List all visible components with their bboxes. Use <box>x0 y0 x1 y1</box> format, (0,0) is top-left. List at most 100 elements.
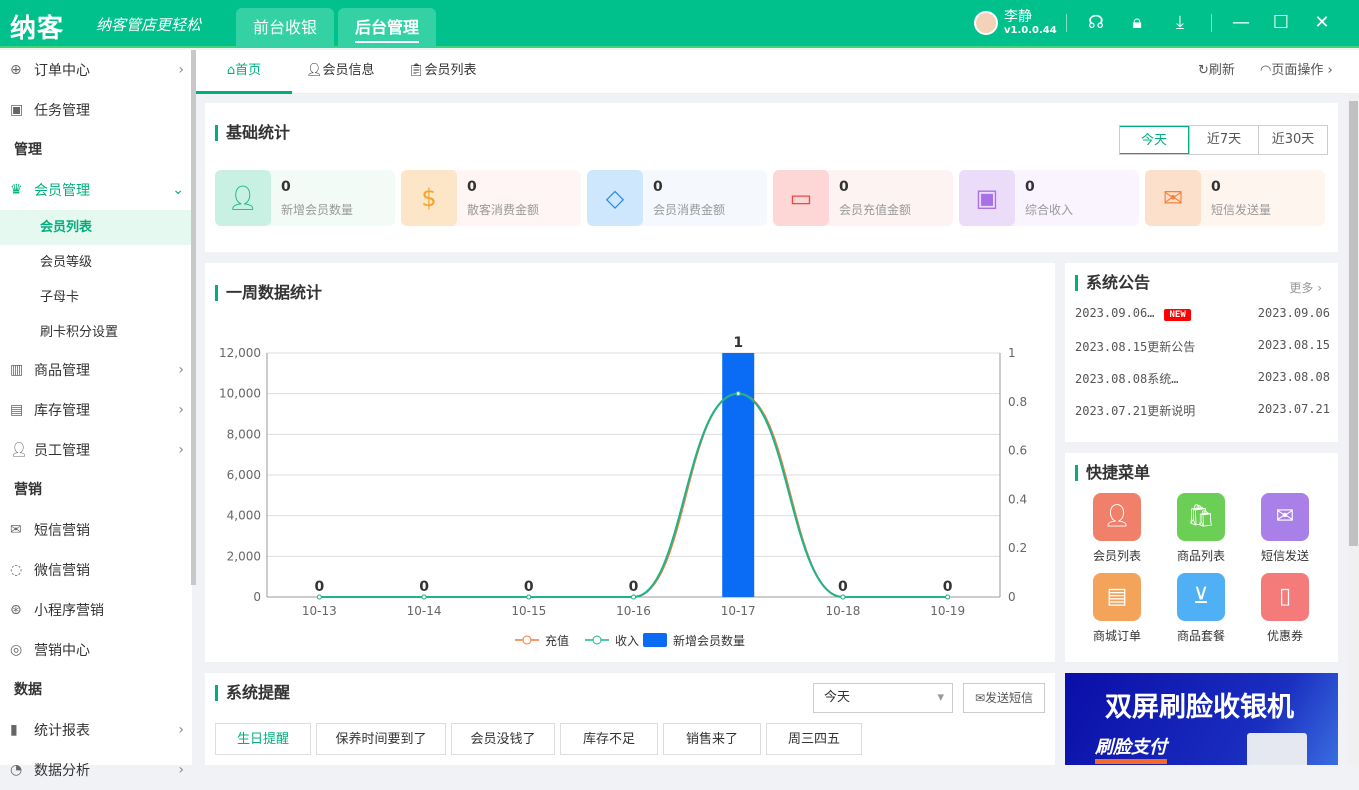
sidebar-item[interactable]: 👤︎ 员工管理 › <box>0 430 192 470</box>
reminder-tab[interactable]: 会员没钱了 <box>451 723 555 755</box>
bar-label: 0 <box>629 579 639 595</box>
range-7days[interactable]: 近7天 <box>1189 126 1258 154</box>
sidebar-item[interactable]: ◔ 数据分析 › <box>0 750 192 790</box>
y-tick-right: 0.4 <box>1008 492 1027 506</box>
sidebar-item[interactable]: ◎ 营销中心 <box>0 630 192 670</box>
notice-item[interactable]: 2023.07.21更新说明 2023.07.21 <box>1075 402 1330 419</box>
data-point[interactable] <box>945 594 951 600</box>
range-30days[interactable]: 近30天 <box>1258 126 1327 154</box>
ad-banner[interactable]: 双屏刷脸收银机 刷脸支付 <box>1065 673 1338 765</box>
notice-item[interactable]: 2023.08.08系统… 2023.08.08 <box>1075 370 1330 387</box>
bar-label: 0 <box>943 579 953 595</box>
weekly-chart: 0 2,000 4,000 6,000 8,000 10,000 12,000 0 0.2 0.4… <box>219 335 1027 648</box>
y-tick-left: 10,000 <box>219 387 261 401</box>
y-tick-left: 0 <box>253 590 261 604</box>
quick-menu-item[interactable]: ✉ 短信发送 <box>1255 493 1315 564</box>
bar-label: 0 <box>314 579 324 595</box>
sidebar-subitem[interactable]: 会员等级 <box>40 255 93 270</box>
sidebar-item-label: 订单中心 <box>34 63 90 79</box>
data-point[interactable] <box>421 594 427 600</box>
sidebar-item-label: 任务管理 <box>34 103 90 119</box>
globe-icon: ⊕ <box>10 62 22 78</box>
maximize-icon[interactable]: ☐ <box>1272 12 1290 33</box>
bar[interactable] <box>722 353 755 597</box>
lock-icon[interactable]: 🔒︎ <box>1132 12 1142 33</box>
quick-menu-item[interactable]: 👤︎ 会员列表 <box>1087 493 1147 564</box>
refresh-button[interactable]: ↻刷新 <box>1198 50 1235 94</box>
target-icon: ◎ <box>10 642 23 658</box>
quick-menu-item[interactable]: 🛍︎ 商品列表 <box>1171 493 1231 564</box>
user-name: 李静 <box>1004 9 1032 25</box>
send-sms-button[interactable]: ✉发送短信 <box>963 683 1045 713</box>
data-point[interactable] <box>316 594 322 600</box>
reminder-tab[interactable]: 周三四五 <box>766 723 862 755</box>
sidebar-item-label: 微信营销 <box>34 563 90 579</box>
sidebar-item[interactable]: ⊛ 小程序营销 <box>0 590 192 630</box>
bag-icon: 🛍︎ <box>1177 493 1225 541</box>
quick-menu-label: 商城订单 <box>1092 629 1141 643</box>
notice-item[interactable]: 2023.08.15更新公告 2023.08.15 <box>1075 338 1330 355</box>
quick-menu-item[interactable]: ⊻ 商品套餐 <box>1171 573 1231 644</box>
x-tick: 10-17 <box>721 604 756 618</box>
y-tick-left: 4,000 <box>227 509 261 523</box>
reminder-tab[interactable]: 库存不足 <box>560 723 658 755</box>
sidebar-item-label: 小程序营销 <box>34 603 104 619</box>
page-scrollbar[interactable] <box>1348 95 1359 765</box>
stat-value: 0 <box>653 179 663 195</box>
legend-label[interactable]: 新增会员数量 <box>673 633 745 648</box>
range-today[interactable]: 今天 <box>1120 126 1189 154</box>
sidebar-subitem[interactable]: 会员列表 <box>0 210 192 245</box>
quick-menu-item[interactable]: ▤ 商城订单 <box>1087 573 1147 644</box>
tab-backend[interactable]: 后台管理 <box>338 8 436 48</box>
sidebar-item[interactable]: ▮ 统计报表 › <box>0 710 192 750</box>
tab-home[interactable]: ⌂首页 <box>196 50 292 94</box>
divider <box>1066 14 1067 32</box>
sidebar-item[interactable]: ♛ 会员管理 ⌄ <box>0 170 192 210</box>
tab-member-list[interactable]: 📋︎会员列表 <box>408 50 477 94</box>
chevron-icon: › <box>178 402 184 418</box>
user-info[interactable]: 李静 v1.0.0.44 <box>974 10 1057 36</box>
sidebar-item[interactable]: ▤ 库存管理 › <box>0 390 192 430</box>
legend-label[interactable]: 收入 <box>615 634 639 648</box>
data-point[interactable] <box>631 594 636 600</box>
tab-front-cashier[interactable]: 前台收银 <box>236 8 334 48</box>
data-point[interactable] <box>526 594 532 600</box>
data-point[interactable] <box>735 391 741 397</box>
more-link[interactable]: 更多 › <box>1289 281 1322 295</box>
sidebar-item[interactable]: ✉ 短信营销 <box>0 510 192 550</box>
quick-menu-item[interactable]: ▯ 优惠券 <box>1255 573 1315 644</box>
sidebar-subitem[interactable]: 子母卡 <box>40 290 80 305</box>
data-point[interactable] <box>840 594 846 600</box>
bar-label: 0 <box>838 579 848 595</box>
tab-label: 会员信息 <box>322 63 375 78</box>
legend-label[interactable]: 充值 <box>545 633 569 648</box>
chevron-icon: › <box>178 62 184 78</box>
card-icon: ▭ <box>773 170 829 226</box>
sidebar-item[interactable]: ◌ 微信营销 <box>0 550 192 590</box>
notice-item[interactable]: 2023.09.06… NEW 2023.09.06 <box>1075 306 1330 321</box>
refresh-icon: ↻ <box>1198 63 1209 78</box>
download-icon[interactable]: ⤓ <box>1176 12 1184 33</box>
tab-member-info[interactable]: 👤︎会员信息 <box>306 50 375 94</box>
task-icon: ▣ <box>10 102 24 118</box>
wechat-icon: ◌ <box>10 562 23 578</box>
sidebar-scrollbar[interactable] <box>191 50 196 585</box>
notice-card: 系统公告 更多 › 2023.09.06… NEW 2023.09.06 2023.0… <box>1065 263 1338 442</box>
notice-date: 2023.08.15 <box>1257 338 1330 352</box>
device-image <box>1247 733 1307 765</box>
date-select[interactable]: 今天 ▾ <box>813 683 953 713</box>
sidebar-item[interactable]: ▣ 任务管理 <box>0 90 192 130</box>
reminder-tab[interactable]: 销售来了 <box>663 723 761 755</box>
minimize-icon[interactable]: — <box>1232 12 1250 33</box>
support-icon[interactable]: ☊ <box>1088 12 1104 33</box>
sidebar-item[interactable]: ▥ 商品管理 › <box>0 350 192 390</box>
reminder-tab[interactable]: 保养时间要到了 <box>316 723 446 755</box>
page-ops-button[interactable]: ◠页面操作 › <box>1260 63 1333 78</box>
legend-swatch <box>643 633 667 647</box>
x-tick: 10-14 <box>407 604 442 618</box>
divider <box>1211 14 1212 32</box>
reminder-tab[interactable]: 生日提醒 <box>215 723 311 755</box>
sidebar-subitem[interactable]: 刷卡积分设置 <box>40 325 119 340</box>
sidebar-item[interactable]: ⊕ 订单中心 › <box>0 50 192 90</box>
close-icon[interactable]: ✕ <box>1314 12 1330 33</box>
